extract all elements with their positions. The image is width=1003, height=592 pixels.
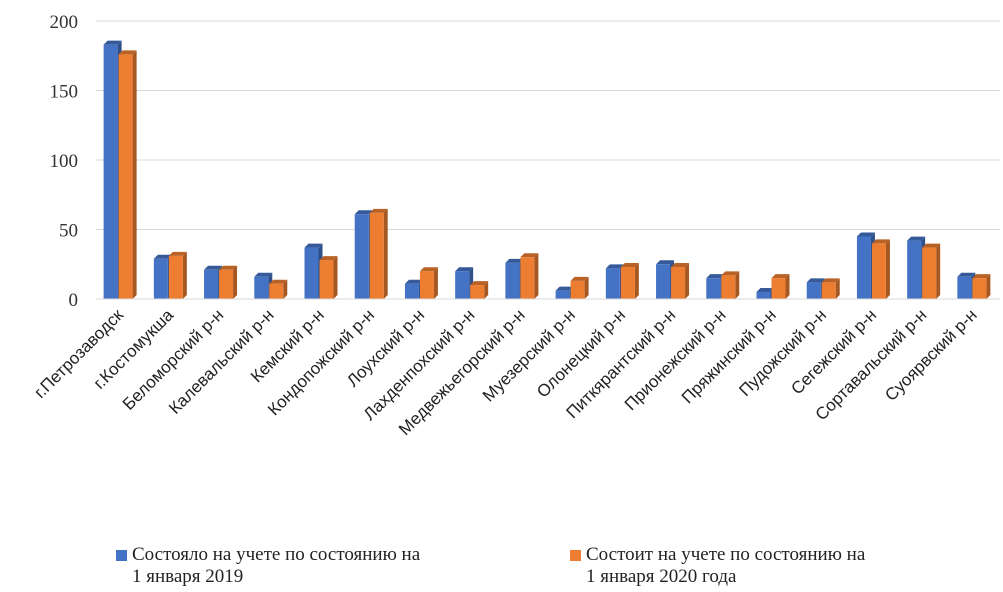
bar-series-2-18: [972, 274, 991, 299]
legend-item-series-2: Состоит на учете по состоянию на 1 январ…: [570, 544, 865, 588]
y-axis-tick-labels: 0 50 100 150 200: [50, 12, 79, 311]
x-tick-label-11: Олонецкий р-н: [533, 305, 629, 401]
y-tick-label-200: 200: [50, 12, 79, 33]
bars: [103, 40, 991, 299]
x-tick-label-15: Пудожский р-н: [735, 305, 830, 400]
bar-series-2-15: [821, 278, 840, 299]
bar-series-2-9: [520, 253, 539, 299]
legend-label-series-1-line-1: Состояло на учете по состоянию на: [132, 544, 421, 565]
y-tick-label-100: 100: [50, 151, 79, 172]
bar-series-2-11: [620, 263, 639, 299]
bar-series-2-2: [168, 251, 187, 299]
bar-series-2-12: [671, 263, 690, 299]
gridlines: [96, 20, 1000, 230]
bar-series-2-17: [922, 243, 941, 299]
legend-swatch-series-2: [570, 550, 581, 561]
bar-series-2-10: [570, 276, 589, 299]
legend-label-series-2-line-1: Состоит на учете по состоянию на: [586, 544, 866, 565]
bar-series-2-4: [269, 279, 288, 299]
y-tick-label-50: 50: [59, 221, 78, 242]
x-tick-label-1: г.Петрозаводск: [30, 305, 127, 402]
bar-series-2-14: [771, 274, 790, 299]
bar-series-2-5: [319, 256, 338, 299]
legend: Состояло на учете по состоянию на 1 янва…: [0, 544, 1003, 592]
bar-series-2-16: [871, 239, 890, 299]
legend-item-series-1: Состояло на учете по состоянию на 1 янва…: [116, 544, 420, 588]
y-tick-label-0: 0: [69, 290, 79, 311]
bar-series-2-8: [470, 281, 489, 299]
bar-series-2-3: [219, 265, 238, 299]
bar-series-2-7: [419, 267, 438, 299]
y-tick-label-150: 150: [50, 82, 79, 103]
bar-series-2-6: [369, 208, 388, 299]
bar-series-2-1: [118, 50, 137, 299]
x-tick-label-10: Муезерский р-н: [479, 305, 579, 405]
legend-label-series-1: Состояло на учете по состоянию на 1 янва…: [132, 544, 420, 588]
bar-series-2-13: [721, 271, 740, 299]
legend-label-series-2-line-2: 1 января 2020 года: [586, 566, 737, 587]
legend-swatch-series-1: [116, 550, 127, 561]
x-tick-label-18: Суоярвский р-н: [881, 305, 980, 404]
legend-label-series-2: Состоит на учете по состоянию на 1 январ…: [586, 544, 865, 588]
legend-label-series-1-line-2: 1 января 2019: [132, 566, 244, 587]
